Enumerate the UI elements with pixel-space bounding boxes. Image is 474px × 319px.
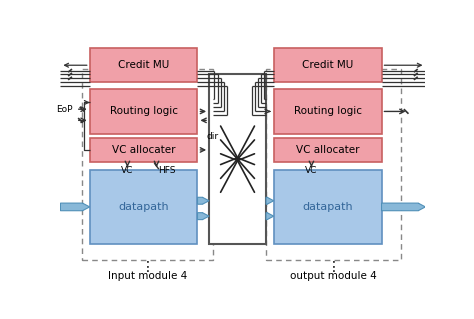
Text: ⋮: ⋮: [327, 260, 340, 274]
Polygon shape: [61, 203, 90, 211]
Text: ⋮: ⋮: [140, 260, 155, 274]
Text: Routing logic: Routing logic: [293, 107, 362, 116]
Text: VC allocater: VC allocater: [296, 145, 359, 155]
Bar: [90, 48, 198, 82]
Polygon shape: [382, 203, 425, 211]
Text: VC: VC: [305, 166, 318, 175]
Polygon shape: [266, 197, 273, 204]
Text: Credit MU: Credit MU: [118, 60, 169, 70]
Bar: [273, 48, 382, 82]
Bar: [273, 137, 382, 162]
Polygon shape: [198, 213, 209, 219]
Text: output module 4: output module 4: [290, 271, 377, 281]
Text: datapath: datapath: [302, 202, 353, 212]
Text: Credit MU: Credit MU: [302, 60, 353, 70]
Text: Routing logic: Routing logic: [109, 107, 178, 116]
Text: Input module 4: Input module 4: [108, 271, 187, 281]
Text: VC: VC: [121, 166, 134, 175]
Bar: [90, 170, 198, 244]
Text: EoP: EoP: [56, 105, 73, 114]
Bar: [273, 170, 382, 244]
Polygon shape: [198, 197, 209, 204]
Bar: [266, 69, 401, 260]
Text: HFS: HFS: [158, 166, 175, 175]
Bar: [82, 69, 213, 260]
Text: VC allocater: VC allocater: [112, 145, 175, 155]
Polygon shape: [266, 213, 273, 219]
Bar: [90, 137, 198, 162]
Text: datapath: datapath: [118, 202, 169, 212]
Bar: [209, 74, 266, 244]
Bar: [273, 89, 382, 134]
Text: dir: dir: [207, 132, 219, 141]
Bar: [90, 89, 198, 134]
